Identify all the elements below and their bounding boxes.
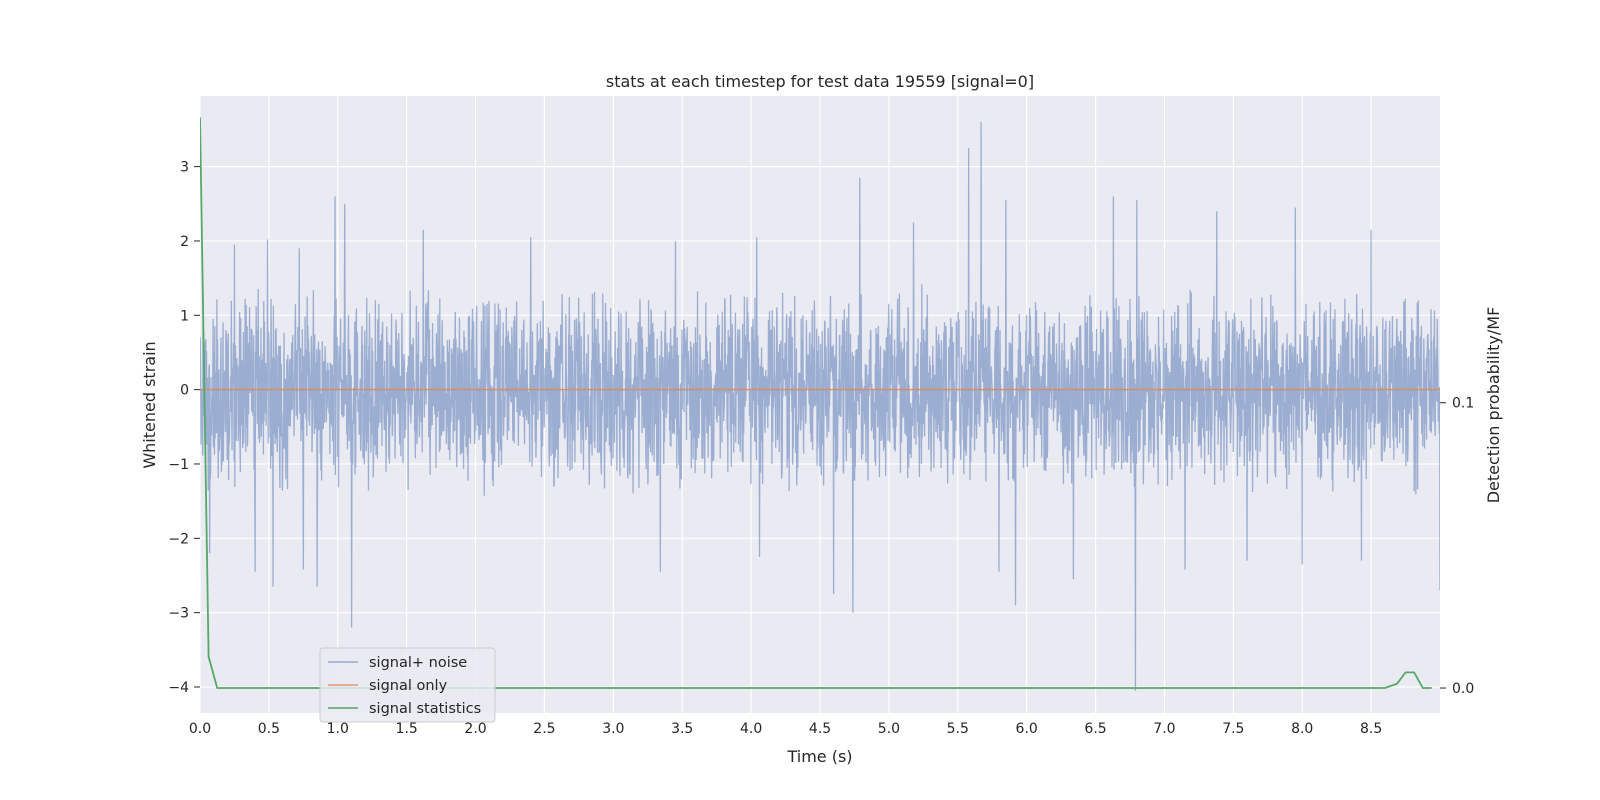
- y-axis-label: Whitened strain: [140, 341, 159, 468]
- y2-tick-label: 0.0: [1452, 681, 1474, 697]
- x-tick-label: 0.5: [258, 721, 280, 737]
- y2-tick-label: 0.1: [1452, 396, 1474, 412]
- x-axis-label: Time (s): [786, 747, 852, 766]
- chart-title: stats at each timestep for test data 195…: [606, 72, 1034, 91]
- y-tick-label: 1: [180, 308, 189, 324]
- y-tick-label: 3: [180, 160, 189, 176]
- series-signal-statistics-line: [200, 117, 1432, 689]
- x-tick-label: 2.0: [464, 721, 486, 737]
- x-tick-label: 4.5: [809, 721, 831, 737]
- x-tick-label: 0.0: [189, 721, 211, 737]
- legend-label-signal: signal only: [369, 678, 448, 694]
- x-tick-label: 7.0: [1153, 721, 1175, 737]
- y-tick-label: −4: [168, 680, 189, 696]
- series-layer: [200, 117, 1440, 691]
- legend: signal+ noise signal only signal statist…: [319, 647, 496, 723]
- x-tick-label: 8.0: [1291, 721, 1313, 737]
- x-tick-label: 4.0: [740, 721, 762, 737]
- y-tick-label: −2: [168, 531, 189, 547]
- x-tick-label: 6.5: [1084, 721, 1106, 737]
- series-signal-noise-line: [200, 122, 1440, 691]
- y-tick-label: −3: [168, 606, 189, 622]
- y-axis-right: 0.1 0.0: [1440, 396, 1474, 697]
- legend-box: [319, 647, 496, 723]
- x-tick-label: 1.5: [396, 721, 418, 737]
- legend-label-stats: signal statistics: [369, 701, 481, 717]
- y-axis-right-label: Detection probability/MF: [1484, 307, 1503, 504]
- x-tick-label: 7.5: [1222, 721, 1244, 737]
- x-tick-label: 8.5: [1360, 721, 1382, 737]
- y-tick-label: 2: [180, 234, 189, 250]
- x-tick-label: 5.0: [878, 721, 900, 737]
- x-tick-label: 3.5: [671, 721, 693, 737]
- x-tick-label: 2.5: [533, 721, 555, 737]
- x-tick-label: 5.5: [947, 721, 969, 737]
- x-tick-label: 1.0: [327, 721, 349, 737]
- x-tick-label: 6.0: [1016, 721, 1038, 737]
- y-tick-label: −1: [168, 457, 189, 473]
- x-axis: 0.0 0.5 1.0 1.5 2.0 2.5 3.0 3.5 4.0 4.5 5.0 5.5 6.0 6…: [189, 721, 1382, 737]
- legend-label-noise: signal+ noise: [369, 655, 467, 671]
- y-axis-left: 3 2 1 0 −1 −2 −3 −4: [168, 160, 200, 696]
- y-tick-label: 0: [180, 383, 189, 399]
- x-tick-label: 3.0: [602, 721, 624, 737]
